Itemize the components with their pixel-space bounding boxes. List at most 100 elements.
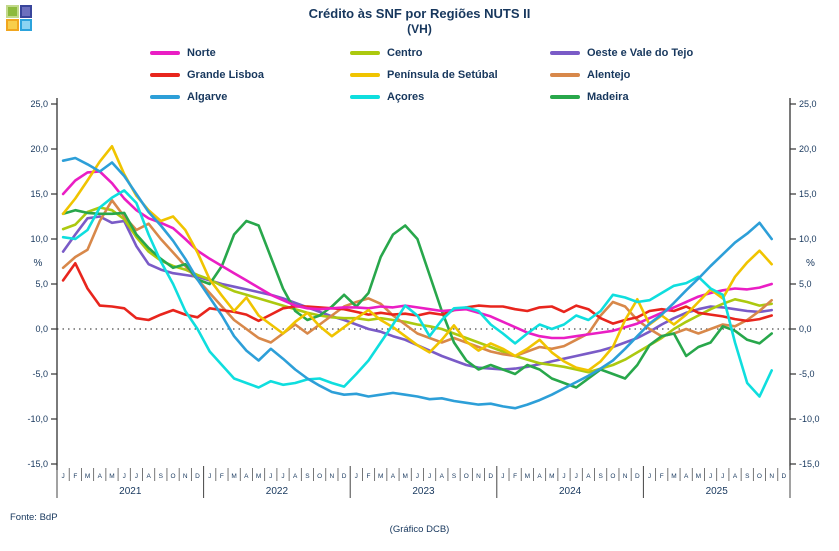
y-tick-label-right: 15,0 [799, 189, 817, 199]
year-label: 2024 [559, 486, 582, 497]
quad-squares-logo [6, 5, 32, 31]
y-tick-label-left: 10,0 [30, 234, 48, 244]
legend-swatch [350, 73, 380, 77]
chart-caption: (Gráfico DCB) [389, 524, 450, 535]
month-label: S [452, 473, 457, 480]
legend-label: Centro [387, 47, 423, 59]
y-tick-label-left: -15,0 [27, 459, 48, 469]
y-tick-label-left: 20,0 [30, 144, 48, 154]
month-label: M [671, 473, 676, 480]
legend-item-7: Algarve [150, 86, 350, 108]
month-label: J [709, 473, 712, 480]
legend-label: Oeste e Vale do Tejo [587, 47, 694, 59]
y-tick-label-right: 20,0 [799, 144, 817, 154]
month-label: F [660, 473, 664, 480]
month-label: M [256, 473, 261, 480]
month-label: M [109, 473, 114, 480]
month-label: M [85, 473, 90, 480]
month-label: J [123, 473, 126, 480]
legend-label: Norte [187, 47, 216, 59]
month-label: M [402, 473, 407, 480]
series-line-norte [61, 170, 774, 340]
month-label: N [769, 473, 774, 480]
month-label: S [745, 473, 750, 480]
legend-swatch [350, 51, 380, 55]
legend-swatch [550, 95, 580, 99]
month-label: A [537, 473, 542, 480]
month-label: N [183, 473, 188, 480]
y-tick-label-left: 25,0 [30, 99, 48, 109]
month-label: J [501, 473, 504, 480]
legend-item-5: Península de Setúbal [350, 64, 550, 86]
month-label: O [757, 473, 762, 480]
y-tick-label-left: 15,0 [30, 189, 48, 199]
legend-swatch [150, 51, 180, 55]
y-tick-label-left: 0,0 [35, 324, 48, 334]
source-note: Fonte: BdP [10, 512, 58, 523]
month-label: D [195, 473, 200, 480]
y-tick-label-right: 0,0 [799, 324, 812, 334]
month-label: J [428, 473, 431, 480]
month-label: M [549, 473, 554, 480]
legend-swatch [550, 51, 580, 55]
y-axis-title-right: % [806, 258, 815, 269]
month-label: S [159, 473, 164, 480]
month-label: J [416, 473, 419, 480]
series-line-açores [61, 189, 774, 398]
month-label: A [244, 473, 249, 480]
month-label: F [73, 473, 77, 480]
legend-label: Algarve [187, 91, 228, 103]
month-label: J [269, 473, 272, 480]
month-label: N [476, 473, 481, 480]
month-label: A [146, 473, 151, 480]
month-label: O [317, 473, 322, 480]
chart-title: Crédito às SNF por Regiões NUTS II [308, 6, 531, 21]
month-label: M [696, 473, 701, 480]
legend-item-6: Alentejo [550, 64, 770, 86]
month-label: J [355, 473, 358, 480]
legend-item-3: Oeste e Vale do Tejo [550, 42, 770, 64]
legend-item-9: Madeira [550, 86, 770, 108]
y-axis-title-left: % [34, 258, 43, 269]
month-label: J [61, 473, 64, 480]
month-label: A [586, 473, 591, 480]
y-tick-label-right: 5,0 [799, 279, 812, 289]
year-label: 2021 [119, 486, 142, 497]
y-tick-label-left: -10,0 [27, 414, 48, 424]
month-label: J [135, 473, 138, 480]
month-label: J [208, 473, 211, 480]
month-label: S [598, 473, 603, 480]
logo-square-2 [19, 5, 32, 18]
legend-item-1: Norte [150, 42, 350, 64]
legend-swatch [150, 95, 180, 99]
month-label: N [330, 473, 335, 480]
legend-swatch [550, 73, 580, 77]
month-label: J [575, 473, 578, 480]
year-label: 2023 [412, 486, 435, 497]
y-tick-label-right: 25,0 [799, 99, 817, 109]
month-label: F [220, 473, 224, 480]
legend-swatch [150, 73, 180, 77]
legend-label: Alentejo [587, 69, 631, 81]
month-label: M [525, 473, 530, 480]
y-tick-label-left: 5,0 [35, 279, 48, 289]
month-label: A [684, 473, 689, 480]
month-label: J [562, 473, 565, 480]
y-tick-label-right: -5,0 [799, 369, 815, 379]
series-line-madeira [61, 208, 774, 389]
month-label: S [305, 473, 310, 480]
month-label: A [293, 473, 298, 480]
legend: Norte Centro Oeste e Vale do Tejo Grande Li… [150, 42, 770, 108]
legend-label: Grande Lisboa [187, 69, 265, 81]
month-label: J [281, 473, 284, 480]
legend-item-4: Grande Lisboa [150, 64, 350, 86]
month-label: F [367, 473, 371, 480]
month-label: F [513, 473, 517, 480]
month-label: A [733, 473, 738, 480]
y-tick-label-right: -10,0 [799, 414, 820, 424]
series-line-algarve [61, 156, 774, 410]
month-label: D [782, 473, 787, 480]
logo-square-4 [19, 18, 32, 31]
